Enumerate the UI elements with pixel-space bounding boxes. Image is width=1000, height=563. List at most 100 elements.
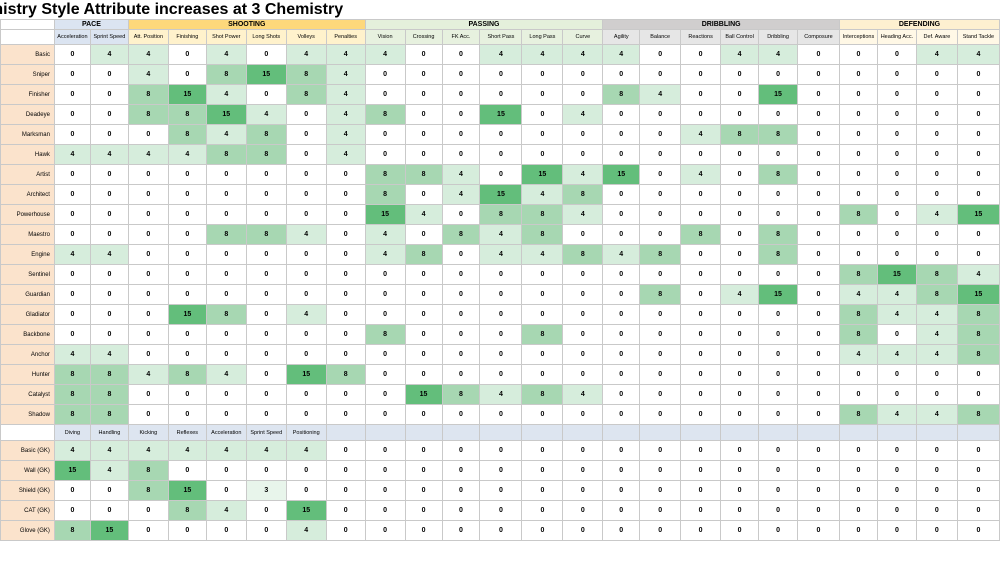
stat-cell[interactable]: 0 (876, 460, 917, 481)
column-header[interactable]: Composure (797, 29, 840, 45)
stat-cell[interactable]: 0 (479, 440, 523, 461)
stat-cell[interactable]: 4 (364, 244, 406, 265)
stat-cell[interactable]: 0 (245, 264, 287, 285)
stat-cell[interactable]: 0 (127, 224, 169, 245)
column-header[interactable]: Def. Aware (915, 29, 958, 45)
stat-cell[interactable]: 0 (205, 324, 247, 345)
stat-cell[interactable]: 0 (127, 184, 169, 205)
stat-cell[interactable]: 8 (915, 284, 958, 305)
stat-cell[interactable]: 0 (639, 164, 682, 185)
stat-cell[interactable]: 0 (285, 164, 327, 185)
column-header[interactable]: Shot Power (205, 29, 247, 45)
stat-cell[interactable]: 0 (602, 124, 641, 145)
stat-cell[interactable]: 8 (245, 144, 287, 165)
stat-cell[interactable]: 0 (521, 500, 564, 521)
stat-cell[interactable]: 8 (562, 244, 604, 265)
gk-empty-header[interactable] (639, 424, 682, 441)
stat-cell[interactable]: 4 (876, 284, 917, 305)
stat-cell[interactable]: 0 (441, 64, 481, 85)
style-name[interactable]: Maestro (0, 224, 55, 245)
stat-cell[interactable]: 0 (758, 64, 799, 85)
stat-cell[interactable]: 0 (53, 124, 91, 145)
stat-cell[interactable]: 0 (797, 64, 840, 85)
stat-cell[interactable]: 0 (521, 144, 564, 165)
style-name[interactable]: Glove (GK) (0, 520, 55, 541)
stat-cell[interactable]: 4 (127, 364, 169, 385)
stat-cell[interactable]: 0 (797, 480, 840, 501)
stat-cell[interactable]: 0 (720, 184, 760, 205)
stat-cell[interactable]: 0 (956, 460, 1000, 481)
stat-cell[interactable]: 0 (245, 184, 287, 205)
stat-cell[interactable]: 0 (562, 84, 604, 105)
stat-cell[interactable]: 8 (205, 224, 247, 245)
stat-cell[interactable]: 0 (404, 324, 443, 345)
stat-cell[interactable]: 4 (89, 440, 129, 461)
stat-cell[interactable]: 0 (364, 440, 406, 461)
stat-cell[interactable]: 0 (89, 184, 129, 205)
stat-cell[interactable]: 0 (562, 224, 604, 245)
stat-cell[interactable]: 4 (53, 344, 91, 365)
stat-cell[interactable]: 15 (758, 284, 799, 305)
stat-cell[interactable]: 0 (876, 44, 917, 65)
stat-cell[interactable]: 4 (479, 44, 523, 65)
stat-cell[interactable]: 0 (245, 500, 287, 521)
stat-cell[interactable]: 0 (441, 404, 481, 425)
stat-cell[interactable]: 0 (876, 204, 917, 225)
stat-cell[interactable]: 0 (720, 64, 760, 85)
stat-cell[interactable]: 0 (680, 144, 722, 165)
stat-cell[interactable]: 0 (205, 284, 247, 305)
stat-cell[interactable]: 0 (562, 404, 604, 425)
stat-cell[interactable]: 0 (956, 64, 1000, 85)
stat-cell[interactable]: 4 (245, 104, 287, 125)
stat-cell[interactable]: 4 (915, 404, 958, 425)
stat-cell[interactable]: 0 (521, 460, 564, 481)
gk-empty-header[interactable] (521, 424, 564, 441)
stat-cell[interactable]: 4 (602, 44, 641, 65)
stat-cell[interactable]: 4 (325, 104, 366, 125)
stat-cell[interactable]: 0 (838, 520, 878, 541)
group-header-pace[interactable]: PACE (53, 19, 129, 30)
stat-cell[interactable]: 15 (956, 284, 1000, 305)
stat-cell[interactable]: 0 (53, 164, 91, 185)
stat-cell[interactable]: 4 (758, 44, 799, 65)
stat-cell[interactable]: 0 (167, 204, 207, 225)
stat-cell[interactable]: 0 (167, 460, 207, 481)
stat-cell[interactable]: 0 (720, 364, 760, 385)
stat-cell[interactable]: 4 (602, 244, 641, 265)
stat-cell[interactable]: 0 (680, 500, 722, 521)
stat-cell[interactable]: 0 (325, 460, 366, 481)
stat-cell[interactable]: 0 (838, 364, 878, 385)
stat-cell[interactable]: 4 (720, 44, 760, 65)
stat-cell[interactable]: 8 (53, 384, 91, 405)
stat-cell[interactable]: 0 (758, 264, 799, 285)
stat-cell[interactable]: 0 (956, 224, 1000, 245)
stat-cell[interactable]: 0 (639, 224, 682, 245)
stat-cell[interactable]: 0 (364, 264, 406, 285)
stat-cell[interactable]: 0 (562, 364, 604, 385)
stat-cell[interactable]: 8 (245, 224, 287, 245)
stat-cell[interactable]: 8 (562, 184, 604, 205)
stat-cell[interactable]: 8 (758, 224, 799, 245)
stat-cell[interactable]: 0 (602, 384, 641, 405)
stat-cell[interactable]: 15 (521, 164, 564, 185)
column-header[interactable]: Dribbling (758, 29, 799, 45)
stat-cell[interactable]: 0 (245, 404, 287, 425)
stat-cell[interactable]: 0 (915, 144, 958, 165)
stat-cell[interactable]: 0 (680, 104, 722, 125)
style-name[interactable]: Architect (0, 184, 55, 205)
stat-cell[interactable]: 0 (441, 264, 481, 285)
stat-cell[interactable]: 0 (245, 460, 287, 481)
stat-cell[interactable]: 8 (521, 204, 564, 225)
stat-cell[interactable]: 4 (404, 204, 443, 225)
style-name[interactable]: Powerhouse (0, 204, 55, 225)
stat-cell[interactable]: 0 (876, 124, 917, 145)
stat-cell[interactable]: 0 (838, 460, 878, 481)
stat-cell[interactable]: 8 (205, 304, 247, 325)
column-header[interactable]: Penalties (325, 29, 366, 45)
stat-cell[interactable]: 0 (680, 520, 722, 541)
stat-cell[interactable]: 0 (325, 264, 366, 285)
gk-empty-header[interactable] (325, 424, 366, 441)
gk-empty-header[interactable] (602, 424, 641, 441)
stat-cell[interactable]: 0 (639, 324, 682, 345)
stat-cell[interactable]: 0 (364, 364, 406, 385)
